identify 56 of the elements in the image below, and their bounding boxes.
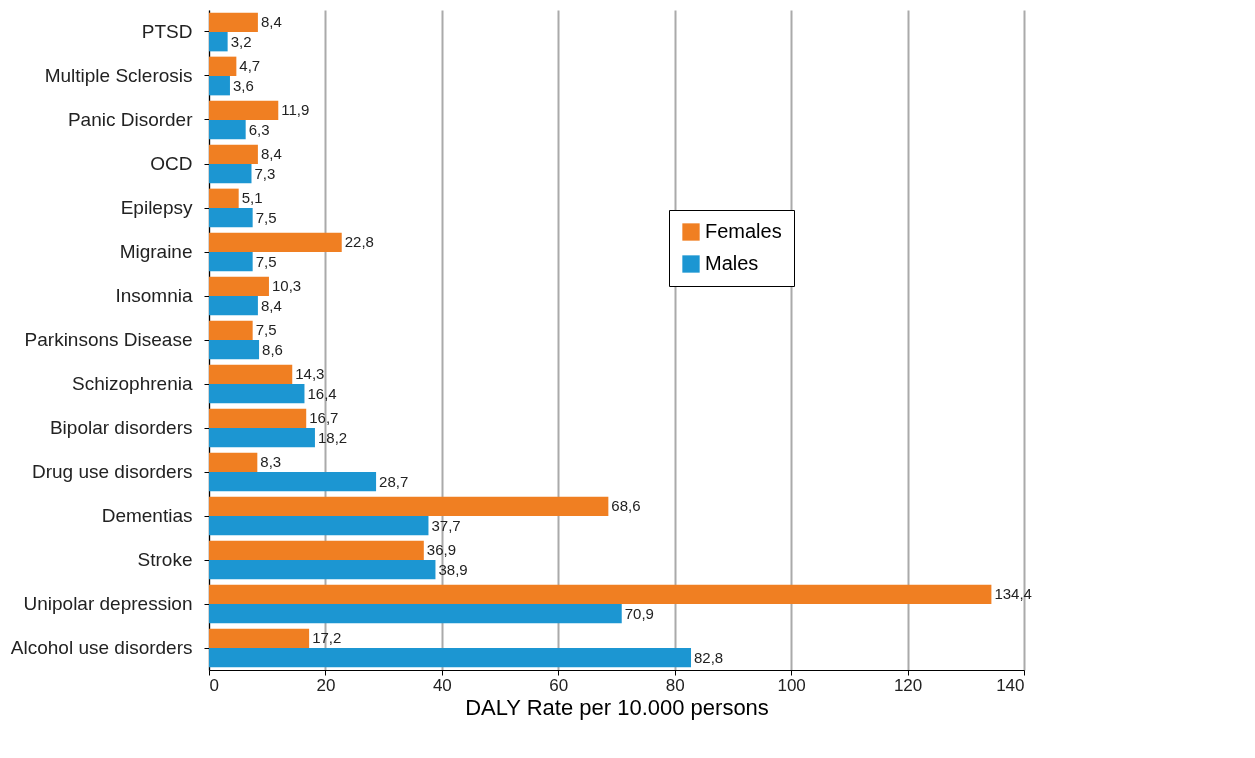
data-label: 8,4 (260, 13, 282, 31)
data-label: 4,7 (239, 57, 261, 75)
data-label: 3,6 (232, 76, 254, 94)
data-label: 82,8 (694, 648, 724, 666)
x-tick-label: 140 (996, 675, 1025, 695)
data-label: 16,7 (309, 409, 339, 427)
data-label: 68,6 (611, 497, 641, 515)
data-label: 16,4 (307, 384, 337, 402)
data-label: 10,3 (271, 277, 302, 295)
data-label: 134,4 (994, 585, 1032, 603)
legend-label: Males (705, 252, 759, 274)
data-label: 8,4 (260, 296, 282, 314)
data-label: 17,2 (312, 629, 342, 647)
data-label: 18,2 (317, 428, 348, 446)
x-tick-label: 40 (432, 675, 452, 695)
data-label: 8,3 (260, 453, 282, 471)
data-label: 5,1 (241, 189, 263, 207)
data-label: 14,3 (295, 365, 325, 383)
data-label: 8,4 (260, 145, 282, 163)
x-tick-label: 20 (316, 675, 336, 695)
y-tick-label: Schizophrenia (72, 373, 193, 394)
y-tick-label: OCD (150, 153, 193, 174)
legend-label: Females (705, 220, 782, 242)
data-label: 7,3 (254, 164, 276, 182)
data-label: 37,7 (431, 516, 461, 534)
data-label: 36,9 (426, 541, 457, 559)
y-tick-label: Dementias (101, 505, 193, 526)
y-tick-label: Insomnia (115, 285, 193, 306)
data-label: 28,7 (379, 472, 409, 490)
data-label: 38,9 (438, 560, 468, 578)
y-tick-label: Multiple Sclerosis (44, 65, 193, 86)
y-tick-label: Bipolar disorders (49, 417, 193, 438)
y-tick-label: Drug use disorders (31, 461, 193, 482)
x-tick-label: 0 (209, 675, 219, 695)
data-label: 7,5 (255, 321, 277, 339)
y-tick-label: Parkinsons Disease (24, 329, 193, 350)
y-tick-label: Migraine (119, 241, 193, 262)
data-label: 11,9 (281, 101, 310, 119)
x-tick-label: 80 (665, 675, 685, 695)
x-tick-label: 120 (893, 675, 923, 695)
x-tick-label: 100 (777, 675, 806, 695)
y-tick-label: PTSD (141, 21, 193, 42)
data-label: 3,2 (230, 32, 252, 50)
x-axis-title: DALY Rate per 10.000 persons (465, 694, 769, 720)
data-label: 7,5 (255, 208, 277, 226)
y-tick-label: Epilepsy (120, 197, 193, 218)
data-label: 70,9 (624, 604, 654, 622)
data-label: 8,6 (262, 340, 283, 358)
y-tick-label: Unipolar depression (23, 593, 193, 614)
y-tick-label: Panic Disorder (67, 109, 194, 130)
data-label: 7,5 (255, 252, 277, 270)
data-label: 22,8 (344, 233, 374, 251)
y-tick-label: Stroke (137, 549, 193, 570)
data-label: 6,3 (248, 120, 270, 138)
x-tick-label: 60 (549, 675, 569, 695)
y-tick-label: Alcohol use disorders (10, 637, 193, 658)
